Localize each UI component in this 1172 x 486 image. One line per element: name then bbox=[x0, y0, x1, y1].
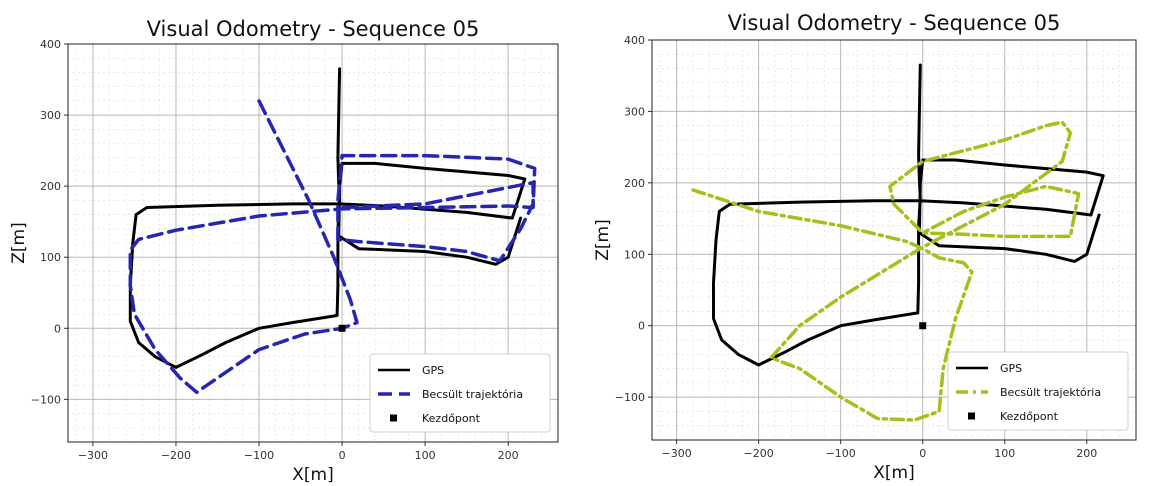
y-tick-label: −100 bbox=[31, 393, 61, 406]
legend-label: Kezdőpont bbox=[1000, 410, 1059, 423]
x-tick-label: −200 bbox=[744, 447, 774, 460]
legend-box bbox=[369, 353, 551, 433]
x-tick-label: 100 bbox=[994, 447, 1015, 460]
x-axis-label: X[m] bbox=[873, 463, 914, 483]
series-line-becs-lt-trajekt-ria bbox=[691, 120, 1081, 422]
legend: GPS Becsült trajektória Kezdőpont bbox=[369, 353, 551, 433]
y-tick-label: 200 bbox=[624, 177, 645, 190]
legend-label: Kezdőpont bbox=[422, 412, 481, 425]
legend-label: Becsült trajektória bbox=[1000, 386, 1101, 399]
legend-label: GPS bbox=[1000, 362, 1022, 375]
x-tick-label: −100 bbox=[826, 447, 856, 460]
x-tick-label: −300 bbox=[662, 447, 692, 460]
x-tick-label: −300 bbox=[78, 449, 108, 462]
x-tick-label: 0 bbox=[919, 447, 926, 460]
x-tick-label: −200 bbox=[161, 449, 191, 462]
chart-panel-2: −300 −200 −100 0 100 200 −100 0 100 200 300 400 Visu… bbox=[593, 11, 1137, 483]
axes-frame bbox=[651, 39, 1137, 441]
legend-box bbox=[947, 351, 1129, 431]
series-line-becs-lt-trajekt-ria bbox=[128, 99, 537, 395]
y-axis-label: Z[m] bbox=[593, 219, 613, 260]
start-point-marker bbox=[338, 324, 346, 332]
x-tick-label: 200 bbox=[498, 449, 519, 462]
series-line-gps bbox=[712, 63, 1105, 367]
y-tick-label: −100 bbox=[615, 391, 645, 404]
start-point-marker bbox=[919, 322, 927, 330]
legend-swatch bbox=[390, 414, 397, 422]
x-tick-label: 200 bbox=[1076, 447, 1097, 460]
legend-label: Becsült trajektória bbox=[422, 388, 523, 401]
x-tick-label: 0 bbox=[339, 449, 346, 462]
chart-title: Visual Odometry - Sequence 05 bbox=[147, 17, 480, 41]
y-axis-label: Z[m] bbox=[9, 222, 29, 263]
legend-swatch bbox=[968, 412, 975, 420]
x-axis-label: X[m] bbox=[292, 465, 333, 485]
y-tick-label: 300 bbox=[40, 109, 61, 122]
y-tick-label: 0 bbox=[638, 320, 645, 333]
x-tick-label: −100 bbox=[244, 449, 274, 462]
y-tick-label: 200 bbox=[40, 180, 61, 193]
chart-title: Visual Odometry - Sequence 05 bbox=[728, 11, 1061, 35]
y-tick-label: 300 bbox=[624, 105, 645, 118]
y-tick-label: 400 bbox=[624, 34, 645, 47]
y-tick-label: 0 bbox=[54, 322, 61, 335]
y-tick-label: 100 bbox=[40, 251, 61, 264]
axes-frame bbox=[67, 43, 559, 443]
chart-panel-1: −300 −200 −100 0 100 200 −100 0 100 200 300 400 Visu… bbox=[9, 17, 559, 485]
y-tick-label: 100 bbox=[624, 248, 645, 261]
y-tick-label: 400 bbox=[40, 38, 61, 51]
x-tick-label: 100 bbox=[415, 449, 436, 462]
legend-label: GPS bbox=[422, 364, 444, 377]
legend: GPS Becsült trajektória Kezdőpont bbox=[947, 351, 1129, 431]
